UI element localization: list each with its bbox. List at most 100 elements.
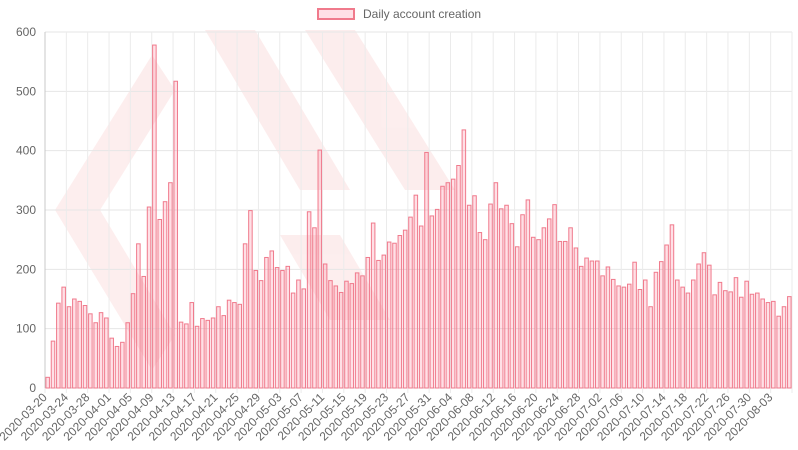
bar[interactable] — [125, 322, 130, 389]
bar[interactable] — [200, 318, 205, 389]
bar[interactable] — [173, 80, 178, 389]
bar[interactable] — [205, 319, 211, 389]
bar[interactable] — [562, 240, 568, 389]
bar[interactable] — [104, 317, 109, 389]
bar[interactable] — [680, 286, 685, 389]
bar[interactable] — [659, 261, 664, 389]
bar[interactable] — [210, 317, 216, 389]
bar[interactable] — [408, 216, 413, 389]
bar[interactable] — [194, 325, 200, 389]
bar[interactable] — [152, 44, 157, 389]
bar[interactable] — [626, 283, 632, 389]
bar[interactable] — [296, 279, 301, 389]
bar[interactable] — [482, 239, 488, 389]
bar[interactable] — [226, 299, 232, 389]
bar[interactable] — [253, 270, 259, 389]
bar[interactable] — [530, 236, 536, 389]
bar[interactable] — [72, 298, 77, 389]
bar[interactable] — [728, 291, 733, 389]
bar[interactable] — [264, 256, 269, 389]
bar[interactable] — [632, 261, 637, 389]
bar[interactable] — [520, 214, 525, 389]
bar[interactable] — [242, 243, 248, 389]
bar[interactable] — [146, 206, 152, 389]
bar[interactable] — [402, 229, 408, 389]
legend-swatch[interactable] — [317, 8, 355, 20]
bar[interactable] — [290, 292, 296, 389]
bar[interactable] — [691, 279, 696, 389]
bar[interactable] — [360, 275, 365, 389]
bar[interactable] — [755, 292, 760, 389]
bar[interactable] — [306, 211, 312, 389]
bar[interactable] — [765, 302, 771, 389]
bar[interactable] — [168, 182, 173, 389]
bar[interactable] — [114, 345, 120, 389]
bar[interactable] — [77, 300, 82, 389]
bar[interactable] — [136, 243, 141, 389]
bar[interactable] — [434, 208, 440, 389]
bar[interactable] — [616, 285, 621, 389]
bar[interactable] — [285, 265, 291, 389]
bar[interactable] — [600, 275, 605, 389]
bar[interactable] — [653, 271, 659, 389]
bar[interactable] — [381, 254, 387, 389]
bar[interactable] — [82, 305, 88, 389]
bar[interactable] — [776, 315, 781, 389]
bar[interactable] — [578, 265, 584, 389]
bar[interactable] — [610, 278, 616, 389]
bar[interactable] — [184, 323, 189, 389]
bar[interactable] — [696, 263, 701, 389]
bar[interactable] — [733, 277, 739, 389]
bar[interactable] — [392, 242, 397, 389]
bar[interactable] — [621, 286, 627, 389]
bar[interactable] — [552, 204, 557, 389]
bar[interactable] — [664, 244, 669, 389]
bar[interactable] — [258, 280, 264, 389]
bar[interactable] — [157, 218, 162, 389]
bar[interactable] — [328, 280, 333, 389]
bar[interactable] — [269, 250, 275, 389]
bar[interactable] — [536, 239, 541, 389]
bar[interactable] — [509, 223, 515, 389]
bar[interactable] — [344, 280, 349, 389]
bar[interactable] — [61, 286, 66, 389]
bar[interactable] — [445, 182, 451, 389]
bar[interactable] — [488, 203, 493, 389]
bar[interactable] — [248, 210, 253, 389]
bar[interactable] — [525, 199, 531, 389]
bar[interactable] — [397, 235, 403, 389]
bar[interactable] — [98, 312, 104, 389]
bar[interactable] — [317, 149, 323, 389]
bar[interactable] — [498, 208, 504, 389]
bar[interactable] — [178, 321, 184, 389]
bar[interactable] — [162, 201, 168, 389]
bar[interactable] — [493, 182, 499, 389]
bar[interactable] — [637, 289, 643, 389]
bar[interactable] — [301, 288, 307, 389]
bar[interactable] — [712, 294, 717, 389]
bar[interactable] — [648, 306, 653, 389]
bar[interactable] — [723, 290, 728, 389]
bar[interactable] — [66, 306, 72, 389]
bar[interactable] — [232, 302, 237, 389]
bar[interactable] — [477, 232, 483, 389]
bar[interactable] — [274, 267, 280, 389]
bar[interactable] — [413, 194, 419, 389]
bar[interactable] — [717, 281, 723, 389]
bar[interactable] — [370, 222, 376, 389]
bar[interactable] — [109, 337, 114, 389]
bar[interactable] — [472, 195, 477, 389]
bar[interactable] — [56, 302, 61, 389]
bar[interactable] — [771, 300, 776, 389]
bar[interactable] — [450, 178, 456, 389]
bar[interactable] — [216, 306, 221, 389]
bar[interactable] — [573, 247, 579, 389]
bar[interactable] — [88, 313, 93, 389]
bar[interactable] — [333, 285, 339, 389]
bar[interactable] — [141, 275, 146, 389]
bar[interactable] — [322, 263, 328, 389]
bar[interactable] — [675, 279, 680, 389]
bar[interactable] — [589, 260, 595, 389]
bar[interactable] — [456, 165, 461, 389]
bar[interactable] — [312, 227, 317, 389]
